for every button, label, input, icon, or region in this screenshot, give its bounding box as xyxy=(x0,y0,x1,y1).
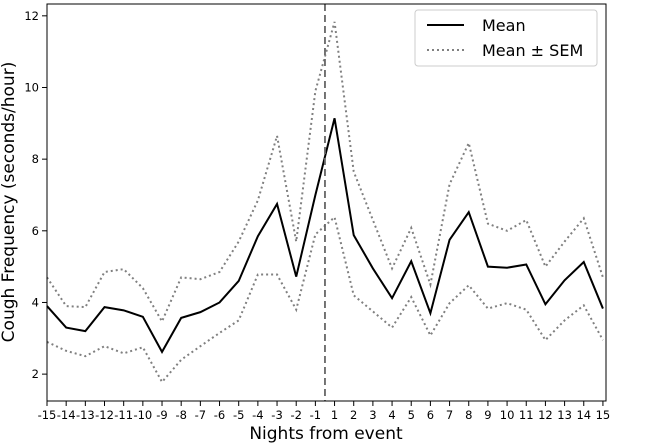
legend: Mean Mean ± SEM xyxy=(415,10,597,66)
y-axis-label: Cough Frequency (seconds/hour) xyxy=(0,62,19,343)
y-tick-label: 4 xyxy=(32,295,39,309)
x-tick-label: 4 xyxy=(388,408,395,422)
legend-label-sem: Mean ± SEM xyxy=(482,41,583,60)
x-tick-label: 9 xyxy=(484,408,491,422)
x-tick-label: -14 xyxy=(57,408,76,422)
x-tick-label: -13 xyxy=(76,408,95,422)
x-tick-label: 6 xyxy=(427,408,434,422)
x-tick-label: 11 xyxy=(519,408,534,422)
x-tick-label: 2 xyxy=(350,408,357,422)
x-tick-label: 14 xyxy=(576,408,591,422)
x-tick-label: 3 xyxy=(369,408,376,422)
x-tick-label: -7 xyxy=(195,408,206,422)
x-tick-label: -2 xyxy=(290,408,301,422)
x-tick-label: 15 xyxy=(596,408,611,422)
y-tick-label: 6 xyxy=(32,224,39,238)
legend-label-mean: Mean xyxy=(482,16,526,35)
x-tick-label: 1 xyxy=(331,408,338,422)
x-tick-label: 12 xyxy=(538,408,553,422)
x-tick-label: -1 xyxy=(310,408,321,422)
x-tick-label: -5 xyxy=(233,408,244,422)
x-tick-label: -4 xyxy=(252,408,263,422)
x-tick-label: 10 xyxy=(500,408,515,422)
x-tick-label: 5 xyxy=(408,408,415,422)
x-tick-label: -12 xyxy=(95,408,114,422)
x-tick-label: 8 xyxy=(465,408,472,422)
x-tick-label: -15 xyxy=(38,408,57,422)
x-tick-label: -3 xyxy=(271,408,282,422)
y-tick-label: 10 xyxy=(24,80,39,94)
y-tick-label: 8 xyxy=(32,152,39,166)
y-tick-label: 2 xyxy=(32,367,39,381)
x-tick-label: -8 xyxy=(175,408,186,422)
x-axis-label: Nights from event xyxy=(249,424,403,443)
x-tick-label: -9 xyxy=(156,408,167,422)
y-tick-label: 12 xyxy=(24,9,39,23)
x-tick-label: 13 xyxy=(557,408,572,422)
x-tick-label: -11 xyxy=(114,408,133,422)
x-tick-label: -6 xyxy=(214,408,225,422)
x-tick-label: -10 xyxy=(133,408,152,422)
x-tick-label: 7 xyxy=(446,408,453,422)
